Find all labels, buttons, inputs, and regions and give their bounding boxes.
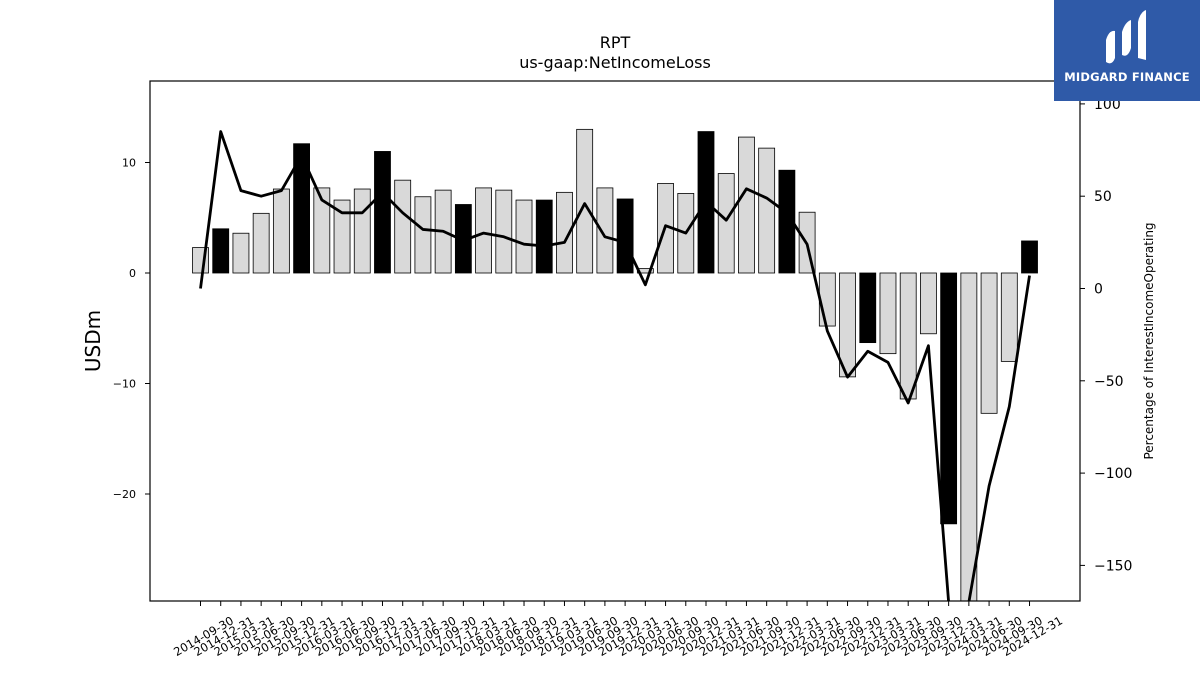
bar-2019-12-31 [616, 198, 634, 274]
bar-2024-12-31 [1021, 240, 1038, 274]
y2-tick-label--50: −50 [1094, 374, 1124, 390]
brand-logo: MIDGARD FINANCE [1054, 0, 1200, 101]
bar-2021-06-30 [738, 136, 755, 274]
bar-2018-03-31 [475, 187, 492, 274]
bar-2024-06-30 [980, 272, 998, 414]
y-axis-label: USDm [81, 310, 105, 372]
bar-2021-12-31 [778, 169, 796, 274]
y2-axis-label: Percentage of InterestIncomeOperating [1142, 222, 1156, 459]
bar-2018-09-30 [515, 199, 533, 274]
bar-2016-03-31 [313, 187, 331, 274]
bar-2019-03-31 [556, 191, 573, 274]
bar-2015-06-30 [252, 212, 270, 274]
percentage-line [199, 130, 1031, 601]
bar-2021-03-31 [717, 173, 735, 274]
y-tick-label--10: −10 [113, 378, 136, 391]
y2-tick-label-50: 50 [1094, 189, 1112, 205]
bar-2019-09-30 [596, 187, 614, 274]
logo-mark-icon [1106, 10, 1146, 64]
bar-2016-09-30 [353, 188, 371, 274]
bar-2022-12-31 [859, 272, 877, 344]
plot-frame [149, 80, 1081, 602]
bar-2018-06-30 [495, 189, 513, 274]
left-axis-ticks: 10 0 −10 −20 [113, 157, 150, 501]
x-axis-ticks: 2014-09-302014-12-312015-03-312015-06-30… [171, 601, 1065, 659]
bar-2023-09-30 [920, 272, 937, 335]
bar-2022-06-30 [818, 272, 836, 327]
y2-tick-label--150: −150 [1094, 558, 1132, 574]
bar-2015-12-31 [293, 143, 311, 274]
logo-text: MIDGARD FINANCE [1064, 70, 1190, 84]
bar-2014-12-31 [212, 228, 230, 274]
bar-2017-03-31 [394, 179, 412, 274]
bar-2021-09-30 [758, 147, 776, 274]
bar-2016-06-30 [333, 199, 351, 274]
bar-2016-12-31 [374, 151, 391, 274]
bar-2024-03-31 [960, 272, 978, 602]
bars-group [192, 128, 1038, 602]
chart-subtitle: us-gaap:NetIncomeLoss [519, 53, 711, 72]
bar-2018-12-31 [535, 199, 553, 274]
bar-2017-06-30 [414, 196, 432, 274]
y-tick-label-0: 0 [129, 267, 136, 280]
line-group [199, 130, 1031, 601]
bar-2023-03-31 [879, 272, 897, 355]
bar-2023-06-30 [899, 272, 917, 400]
bar-2023-12-31 [940, 272, 958, 525]
bar-2024-09-30 [1000, 272, 1018, 362]
y2-tick-label--100: −100 [1094, 466, 1132, 482]
y2-tick-label-0: 0 [1094, 282, 1103, 298]
y-tick-label--20: −20 [113, 488, 136, 501]
y-tick-label-10: 10 [122, 157, 136, 170]
bar-2019-06-30 [576, 128, 594, 274]
chart-title: RPT [600, 33, 631, 52]
bar-2015-03-31 [232, 232, 250, 274]
bar-2015-09-30 [272, 188, 290, 274]
